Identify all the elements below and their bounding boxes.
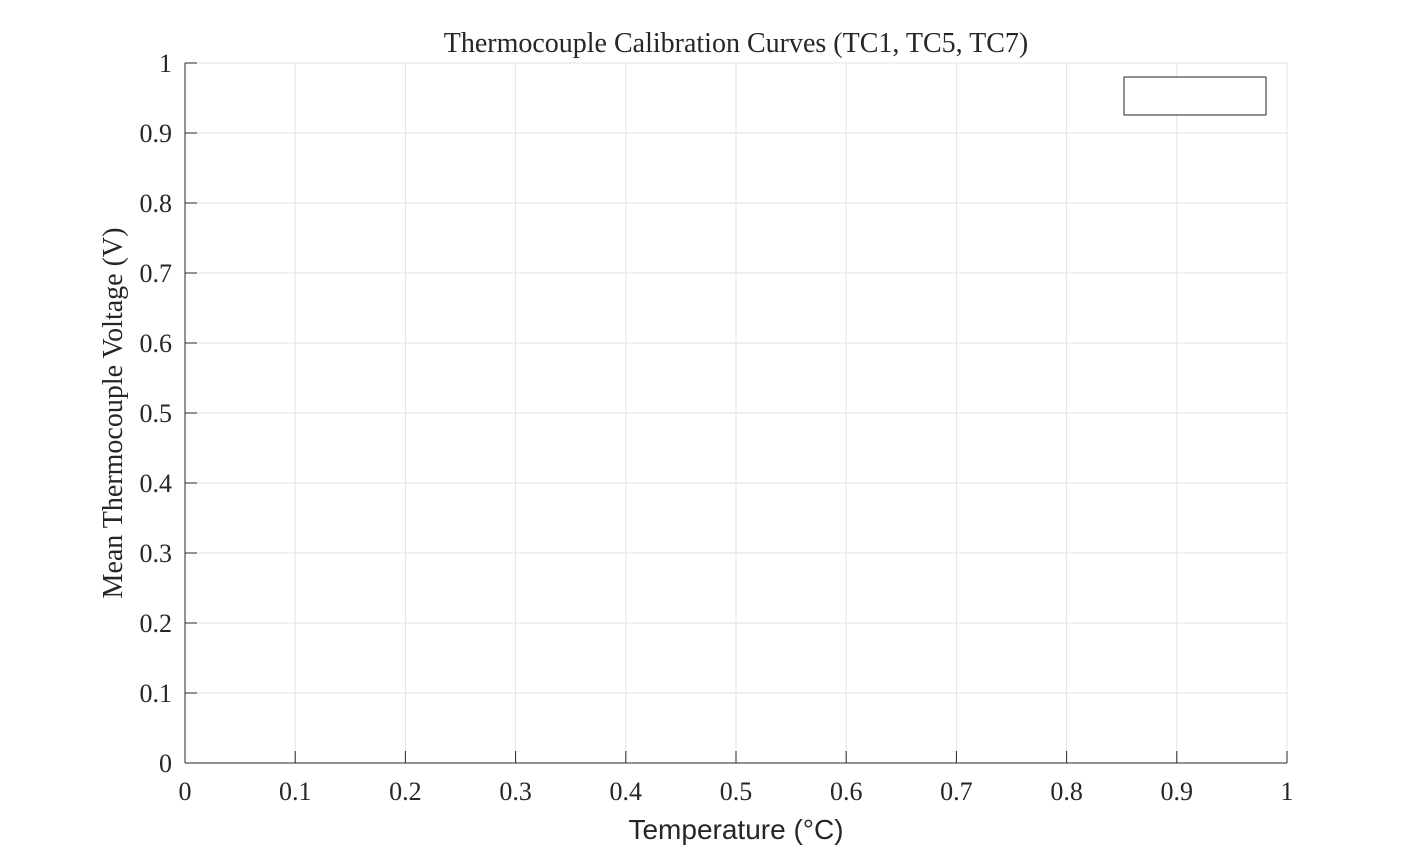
x-tick-label: 0 <box>179 777 192 806</box>
axes <box>184 62 1288 764</box>
x-tick-label: 1 <box>1281 777 1294 806</box>
x-tick-label: 0.3 <box>499 777 532 806</box>
y-tick-label: 0.4 <box>140 469 173 498</box>
x-tick-label: 0.1 <box>279 777 312 806</box>
y-tick-label: 0.1 <box>140 679 173 708</box>
x-tick-label: 0.2 <box>389 777 422 806</box>
y-tick-labels: 0 0.1 0.2 0.3 0.4 0.5 0.6 0.7 0.8 0.9 1 <box>140 49 173 778</box>
y-tick-label: 1 <box>159 49 172 78</box>
x-axis-label: Temperature (°C) <box>628 814 843 845</box>
legend-box <box>1123 76 1267 116</box>
y-tick-label: 0.8 <box>140 189 173 218</box>
x-tick-label: 0.4 <box>610 777 643 806</box>
x-tick-label: 0.8 <box>1050 777 1083 806</box>
y-tick-label: 0.3 <box>140 539 173 568</box>
x-tick-label: 0.6 <box>830 777 863 806</box>
x-tick-labels: 0 0.1 0.2 0.3 0.4 0.5 0.6 0.7 0.8 0.9 1 <box>179 777 1294 806</box>
y-tick-label: 0.2 <box>140 609 173 638</box>
y-tick-label: 0 <box>159 749 172 778</box>
chart-title: Thermocouple Calibration Curves (TC1, TC… <box>444 28 1029 59</box>
x-tick-label: 0.5 <box>720 777 753 806</box>
x-tick-label: 0.7 <box>940 777 973 806</box>
y-tick-label: 0.7 <box>140 259 173 288</box>
y-axis-label: Mean Thermocouple Voltage (V) <box>98 228 129 599</box>
y-tick-label: 0.9 <box>140 119 173 148</box>
y-tick-label: 0.5 <box>140 399 173 428</box>
grid-lines <box>184 62 1288 764</box>
y-tick-label: 0.6 <box>140 329 173 358</box>
x-tick-label: 0.9 <box>1161 777 1194 806</box>
